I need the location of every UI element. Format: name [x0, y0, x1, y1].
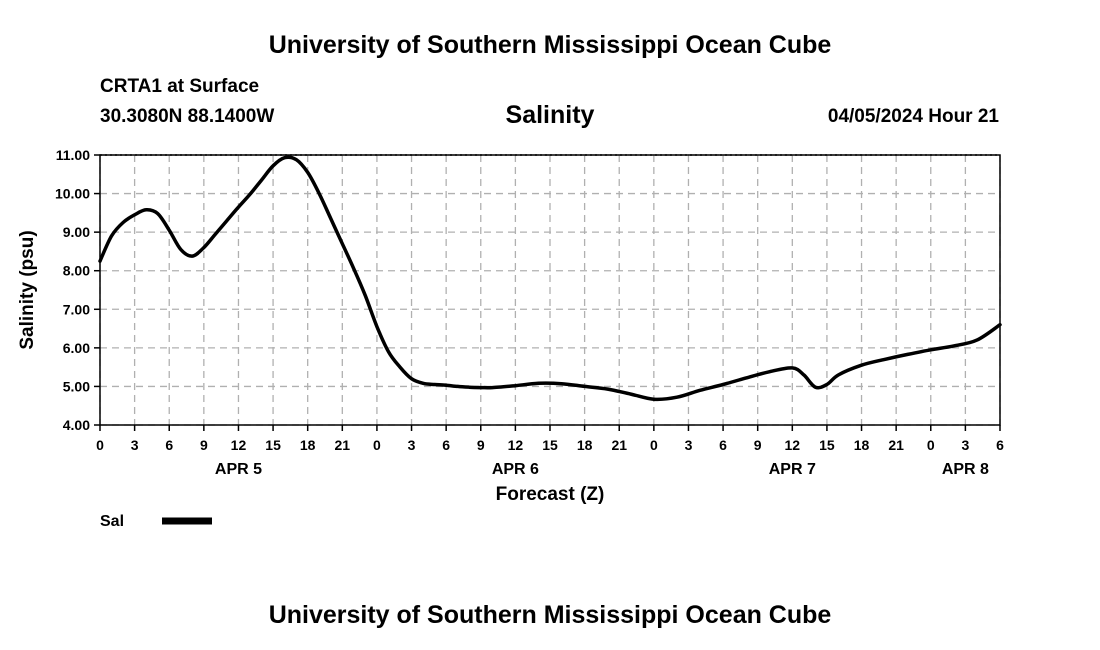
forecast-datetime: 04/05/2024 Hour 21: [827, 106, 999, 127]
x-tick-label: 9: [754, 437, 762, 453]
x-tick-label: 6: [442, 437, 450, 453]
series-line-sal: [98, 155, 1002, 402]
legend-label: Sal: [100, 513, 124, 530]
x-tick-label: 9: [200, 437, 208, 453]
day-label: APR 6: [492, 461, 539, 478]
x-tick-label: 15: [265, 437, 281, 453]
y-tick-label: 11.00: [56, 147, 90, 163]
x-tick-label: 6: [165, 437, 173, 453]
x-tick-label: 21: [611, 437, 627, 453]
x-tick-label: 0: [96, 437, 104, 453]
y-tick-label: 6.00: [63, 340, 90, 356]
y-tick-label: 4.00: [63, 417, 90, 433]
x-tick-label: 15: [819, 437, 835, 453]
x-axis-label: Forecast (Z): [496, 484, 605, 505]
day-label: APR 5: [215, 461, 262, 478]
y-tick-label: 9.00: [63, 224, 90, 240]
y-tick-label: 8.00: [63, 263, 90, 279]
station-label: CRTA1 at Surface: [100, 76, 260, 97]
x-axis-ticks: 0 3 6 9 12 15 18 21 0 3 6 9 12 15 18 21 0 3 6 9 12 15 18 21 0 3 6: [96, 425, 1004, 453]
plot-frame: [99, 154, 1001, 426]
x-tick-label: 15: [542, 437, 558, 453]
x-tick-label: 3: [961, 437, 969, 453]
y-axis-ticks: 4.00 5.00 6.00 7.00 8.00 9.00 10.00 11.00: [55, 147, 100, 433]
x-tick-label: 18: [854, 437, 870, 453]
chart-title: Salinity: [505, 101, 595, 129]
x-tick-label: 3: [685, 437, 693, 453]
day-label: APR 7: [769, 461, 816, 478]
x-tick-label: 21: [888, 437, 904, 453]
day-label: APR 8: [942, 461, 989, 478]
x-tick-label: 6: [719, 437, 727, 453]
x-tick-label: 0: [927, 437, 935, 453]
page-title: University of Southern Mississippi Ocean…: [268, 31, 832, 59]
y-tick-label: 7.00: [63, 301, 90, 317]
y-tick-label: 10.00: [55, 186, 90, 202]
x-tick-label: 12: [508, 437, 524, 453]
x-tick-label: 9: [477, 437, 485, 453]
x-tick-label: 12: [785, 437, 801, 453]
x-tick-label: 0: [650, 437, 658, 453]
x-tick-label: 6: [996, 437, 1004, 453]
x-tick-label: 12: [231, 437, 247, 453]
footer-title: University of Southern Mississippi Ocean…: [268, 601, 832, 629]
station-coordinates: 30.3080N 88.1400W: [100, 106, 275, 127]
y-tick-label: 5.00: [63, 378, 90, 394]
day-labels: APR 5 APR 6 APR 7 APR 8: [215, 461, 989, 478]
x-tick-label: 3: [408, 437, 416, 453]
x-tick-label: 18: [577, 437, 593, 453]
y-axis-label: Salinity (psu): [17, 230, 38, 349]
x-tick-label: 3: [131, 437, 139, 453]
x-tick-label: 21: [335, 437, 351, 453]
x-tick-label: 18: [300, 437, 316, 453]
x-tick-label: 0: [373, 437, 381, 453]
